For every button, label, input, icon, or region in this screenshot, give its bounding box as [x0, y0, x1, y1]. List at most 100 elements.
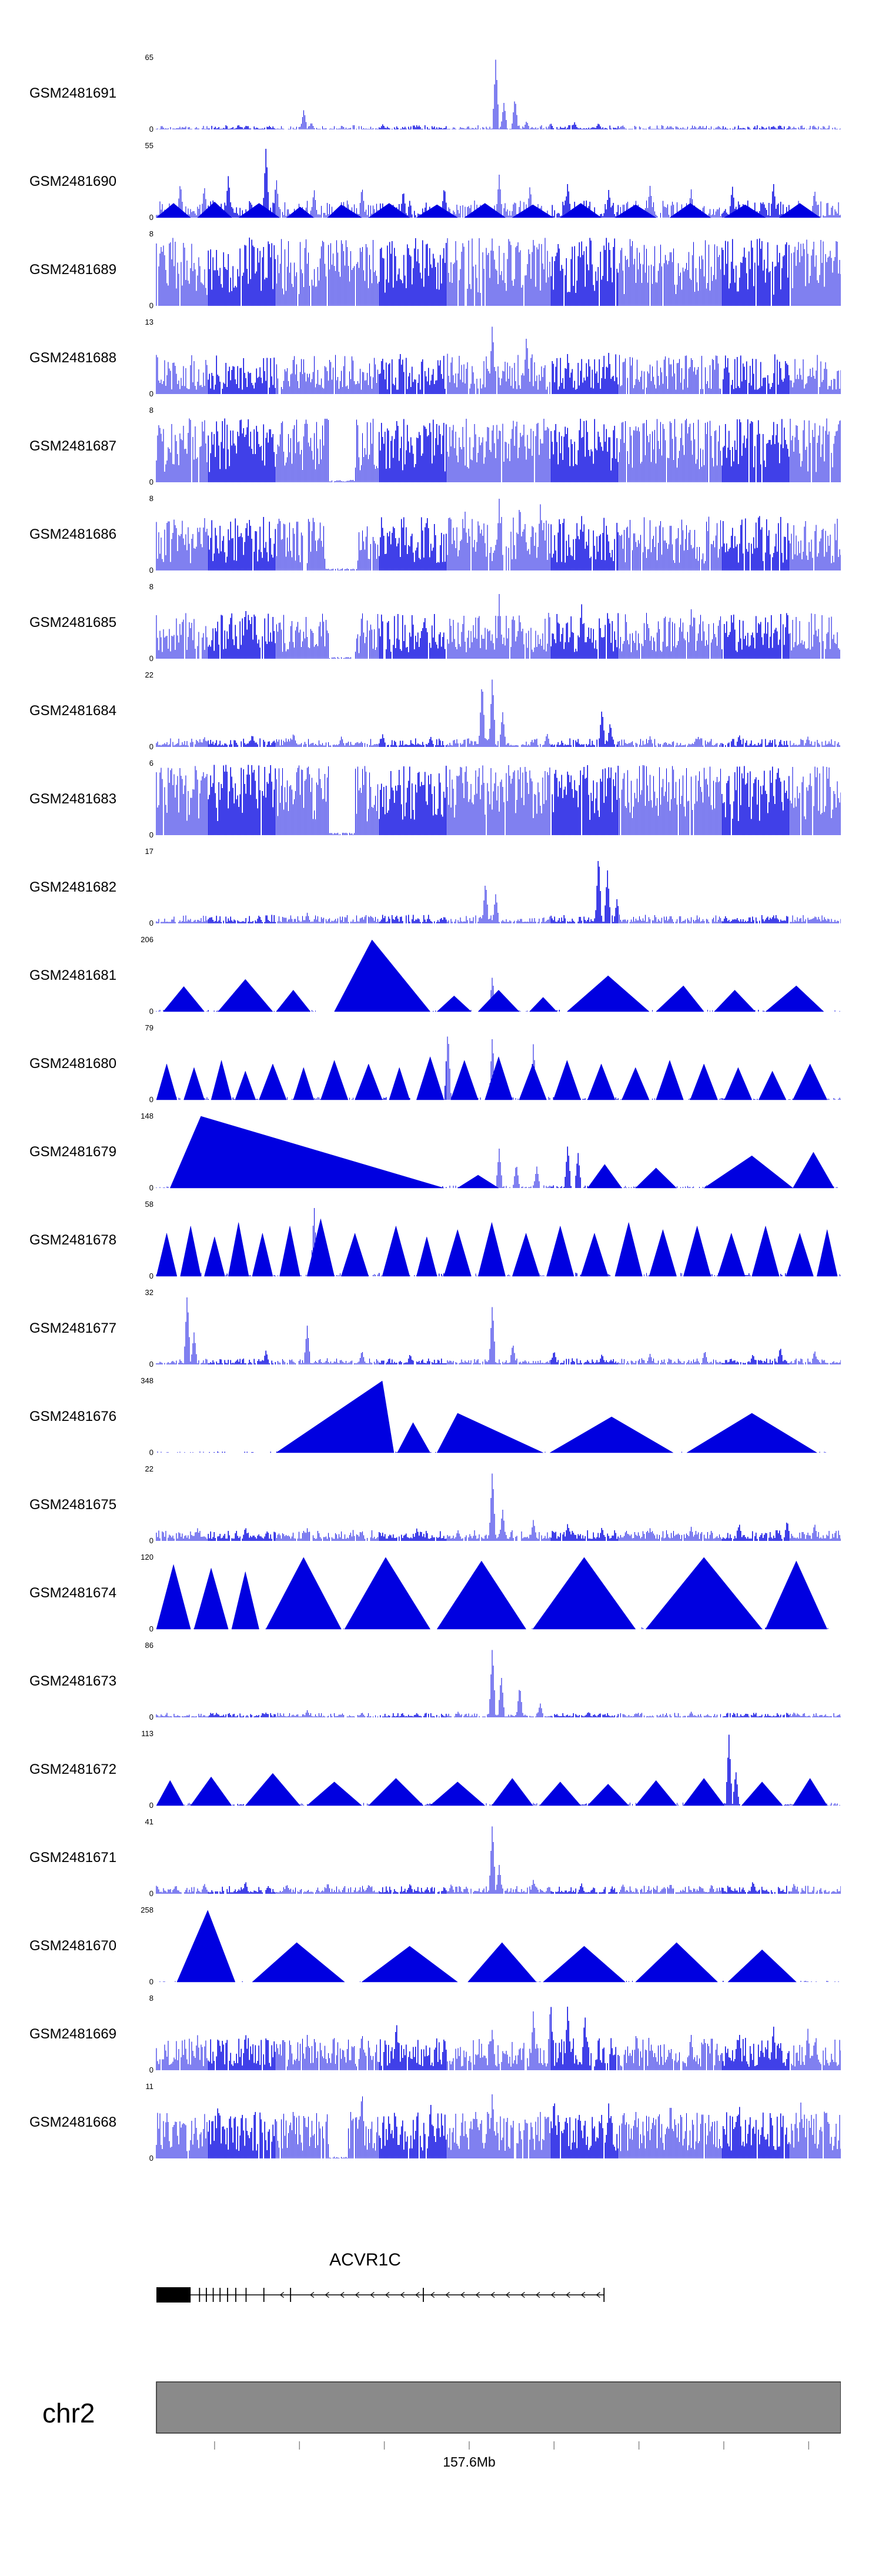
track-ymax-label: 65	[145, 53, 153, 62]
strand-arrow-icon	[279, 2292, 285, 2298]
track-ymin-label: 0	[149, 478, 153, 486]
track-ymax-label: 258	[141, 1906, 153, 1914]
signal-track-row: GSM2481682 17 0	[0, 843, 841, 932]
signal-plot: 41 0	[145, 1817, 841, 1898]
track-ymin-label: 0	[149, 2066, 153, 2074]
track-ymin-label: 0	[149, 2154, 153, 2163]
strand-arrow-icon	[309, 2292, 315, 2298]
track-ymax-label: 8	[149, 1994, 153, 2003]
strand-arrow-icon	[325, 2292, 329, 2298]
chromosome-ideogram-bar	[156, 2381, 841, 2434]
signal-spikes-path	[157, 1627, 828, 1629]
signal-plot: 17 0	[145, 847, 841, 927]
track-ymin-label: 0	[149, 1801, 153, 1810]
signal-track-row: GSM2481689 8 0	[0, 226, 841, 314]
track-plot: 65 0	[135, 49, 841, 138]
track-ymin-label: 0	[149, 1889, 153, 1898]
track-plot: 79 0	[135, 1020, 841, 1108]
track-label: GSM2481688	[29, 350, 117, 366]
signal-plot: 348 0	[141, 1376, 826, 1457]
track-ymin-label: 0	[149, 830, 153, 839]
signal-track-row: GSM2481679 148 0	[0, 1108, 841, 1196]
signal-plot: 22 0	[145, 1464, 841, 1545]
track-ymin-label: 0	[149, 213, 153, 222]
signal-plot: 22 0	[145, 670, 840, 751]
gene-name-label: ACVR1C	[329, 2250, 401, 2270]
signal-spikes-path	[156, 1473, 841, 1541]
ideogram-plot: 157.6Mb	[156, 2381, 841, 2470]
track-ymin-label: 0	[149, 1713, 153, 1721]
signal-plot: 13 0	[145, 318, 841, 398]
signal-plot: 80	[149, 229, 841, 310]
signal-plot: 148 0	[141, 1112, 838, 1192]
track-ymax-label: 8	[149, 229, 153, 238]
track-label: GSM2481676	[29, 1409, 117, 1424]
signal-track-row: GSM2481680 79 0	[0, 1020, 841, 1108]
track-ymax-label: 41	[145, 1817, 153, 1826]
signal-spikes-path	[156, 499, 841, 570]
track-ymin-label: 0	[149, 742, 153, 751]
track-label: GSM2481682	[29, 879, 117, 895]
strand-arrow-icon	[355, 2292, 360, 2298]
strand-arrow-icon	[370, 2292, 375, 2298]
signal-plot: 58 0	[145, 1200, 841, 1280]
track-ymax-label: 22	[145, 1464, 153, 1473]
signal-plot: 80	[149, 494, 841, 575]
track-label: GSM2481684	[29, 703, 117, 719]
signal-track-row: GSM2481668 11 0	[0, 2078, 841, 2167]
track-label: GSM2481681	[29, 967, 117, 983]
signal-track-row: GSM2481688 13 0	[0, 314, 841, 402]
signal-spikes-path	[159, 1036, 841, 1100]
track-ymax-label: 22	[145, 670, 153, 679]
track-ymax-label: 8	[149, 494, 153, 503]
signal-plot: 65 0	[145, 53, 841, 134]
track-ymin-label: 0	[149, 125, 153, 134]
track-ymin-label: 0	[149, 1977, 153, 1986]
signal-spikes-path	[156, 679, 840, 747]
strand-arrow-icon	[505, 2292, 510, 2298]
signal-spikes-path	[156, 977, 840, 1012]
signal-track-row: GSM2481676 348 0	[0, 1373, 841, 1461]
signal-track-row: GSM2481687 8 0	[0, 402, 841, 490]
signal-spikes-path	[156, 765, 841, 835]
strand-arrow-icon	[385, 2292, 390, 2298]
signal-spikes-path	[156, 861, 841, 923]
track-label: GSM2481675	[29, 1497, 117, 1513]
strand-arrow-icon	[490, 2292, 495, 2298]
track-plot: 86 0	[135, 1637, 841, 1726]
signal-plot: 79 0	[145, 1023, 841, 1104]
track-ymax-label: 113	[141, 1729, 153, 1738]
track-label: GSM2481686	[29, 526, 117, 542]
track-ymax-label: 8	[149, 406, 153, 415]
signal-spikes-path	[156, 594, 840, 659]
signal-track-row: GSM2481681 206 0	[0, 932, 841, 1020]
track-ymin-label: 0	[149, 919, 153, 927]
signal-spikes-path	[156, 59, 841, 129]
track-label: GSM2481683	[29, 791, 117, 807]
signal-track-row: GSM2481686 8 0	[0, 490, 841, 579]
signal-spikes-path	[156, 2094, 841, 2158]
track-plot: 41 0	[135, 1814, 841, 1902]
track-plot: 148 0	[135, 1108, 841, 1196]
track-ymin-label: 0	[149, 301, 153, 310]
position-label: 157.6Mb	[443, 2454, 496, 2470]
track-plot: 22 0	[135, 667, 841, 755]
track-label: GSM2481689	[29, 262, 117, 278]
strand-arrow-icon	[460, 2292, 465, 2298]
signal-track-row: GSM2481683 6 0	[0, 755, 841, 843]
signal-area-path	[156, 1557, 828, 1630]
track-ymax-label: 32	[145, 1288, 153, 1297]
signal-area-path	[176, 1910, 797, 1983]
signal-spikes-path	[156, 326, 841, 394]
signal-plot: 11 0	[146, 2082, 841, 2163]
signal-track-row: GSM2481673 86 0	[0, 1637, 841, 1726]
signal-track-row: GSM2481674 120 0	[0, 1549, 841, 1637]
signal-track-row: GSM2481690 55 0	[0, 138, 841, 226]
track-ymin-label: 0	[149, 654, 153, 663]
track-label: GSM2481685	[29, 615, 117, 630]
strand-arrow-icon	[475, 2292, 480, 2298]
signal-area-path	[156, 1056, 828, 1100]
signal-spikes-path	[156, 1826, 841, 1894]
